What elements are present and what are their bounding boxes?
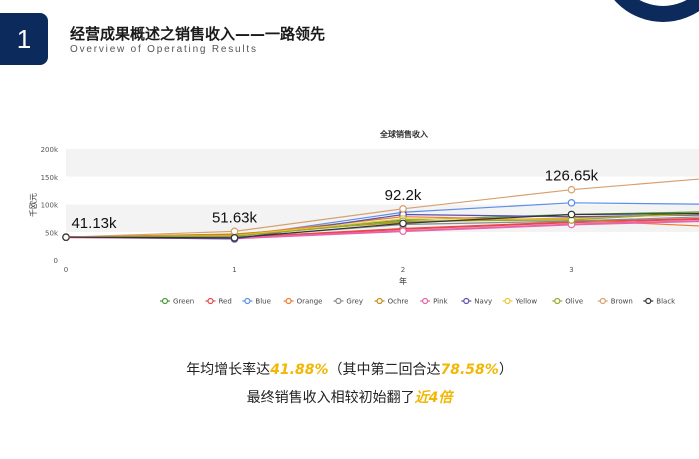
legend-swatch-marker (161, 297, 169, 305)
y-axis-label: 千欧元 (28, 193, 38, 217)
legend-item-yellow[interactable]: Yellow (502, 297, 538, 306)
legend-item-olive[interactable]: Olive (552, 298, 583, 306)
data-point-black (399, 219, 407, 228)
page-subtitle: Overview of Operating Results (70, 44, 258, 55)
y-tick-label: 0 (54, 257, 58, 265)
legend-swatch-marker (463, 297, 470, 305)
summary-line2-prefix: 最终销售收入相较初始翻了 (246, 390, 415, 406)
legend-item-red[interactable]: Red (205, 297, 232, 306)
data-point-blue (567, 199, 576, 207)
summary-growth-multiple: 最终销售收入相较初始翻了近4倍 (0, 387, 699, 407)
data-point-black (230, 234, 239, 242)
data-point-brown (230, 227, 239, 236)
legend-label: Olive (565, 298, 583, 306)
data-point-pink (399, 227, 407, 235)
legend-swatch-marker (285, 297, 292, 305)
legend-item-pink[interactable]: Pink (420, 297, 449, 306)
grid-band (66, 176, 699, 205)
legend-swatch-marker (599, 297, 606, 305)
x-axis-label: 年 (399, 276, 407, 286)
y-tick-label: 200k (41, 146, 59, 154)
legend-swatch-marker (376, 297, 383, 305)
legend-label: Yellow (515, 298, 538, 306)
legend-label: Brown (611, 298, 633, 306)
data-label: 92.2k (385, 187, 422, 204)
data-point-black (567, 210, 576, 219)
section-number-badge: 1 (0, 13, 48, 65)
chart-title: 全球销售收入 (379, 129, 428, 139)
x-tick-label: 3 (569, 266, 573, 274)
data-label: 126.65k (545, 168, 599, 185)
growth-rate-highlight: 41.88% (270, 362, 329, 378)
grid-band (66, 149, 699, 177)
y-tick-label: 150k (41, 174, 59, 182)
legend-label: Blue (255, 298, 271, 306)
legend-label: Ochre (388, 298, 409, 306)
growth-multiple-highlight: 近4倍 (414, 390, 453, 406)
data-point-black (62, 233, 70, 241)
x-tick-label: 0 (64, 266, 68, 274)
summary-growth-rate: 年均增长率达41.88%（其中第二回合达78.58%） (0, 359, 699, 379)
legend-item-blue[interactable]: Blue (242, 298, 271, 306)
legend-item-orange[interactable]: Orange (283, 297, 323, 306)
legend-swatch-marker (244, 297, 251, 305)
legend-label: Green (173, 298, 194, 306)
y-tick-label: 50k (45, 229, 59, 237)
legend-swatch-marker (504, 297, 511, 305)
legend-label: Red (219, 298, 232, 306)
legend-item-green[interactable]: Green (160, 298, 194, 306)
legend-item-ochre[interactable]: Ochre (374, 297, 409, 306)
x-tick-label: 2 (401, 266, 405, 274)
summary-line1-prefix: 年均增长率达 (186, 362, 271, 378)
legend-swatch-marker (335, 297, 342, 305)
summary-line1-suffix: ） (498, 362, 513, 378)
data-point-brown (567, 185, 576, 194)
y-tick-label: 100k (41, 202, 59, 210)
legend-label: Navy (474, 298, 492, 306)
data-point-brown (399, 205, 407, 213)
data-label: 41.13k (71, 215, 117, 232)
legend-label: Pink (433, 298, 448, 306)
legend-item-black[interactable]: Black (643, 298, 676, 306)
legend-item-grey[interactable]: Grey (333, 298, 363, 306)
legend-item-brown[interactable]: Brown (597, 297, 633, 306)
x-tick-label: 1 (232, 266, 236, 274)
legend-label: Orange (297, 298, 323, 306)
sales-revenue-line-chart: 全球销售收入 0 50k 100k 150k 200k 0 1 2 3 41.13k 51.63k… (28, 129, 699, 306)
data-label: 51.63k (212, 209, 258, 226)
legend-swatch-marker (645, 297, 652, 305)
page-title: 经营成果概述之销售收入——一路领先 (70, 25, 326, 43)
legend-swatch-marker (207, 297, 214, 305)
legend-label: Black (656, 298, 676, 306)
round2-rate-highlight: 78.58% (440, 362, 499, 378)
summary-line1-mid: （其中第二回合达 (328, 362, 441, 378)
legend-swatch-marker (422, 297, 429, 305)
legend-item-navy[interactable]: Navy (461, 298, 492, 306)
legend-label: Grey (346, 298, 363, 306)
legend-swatch-marker (554, 297, 561, 305)
